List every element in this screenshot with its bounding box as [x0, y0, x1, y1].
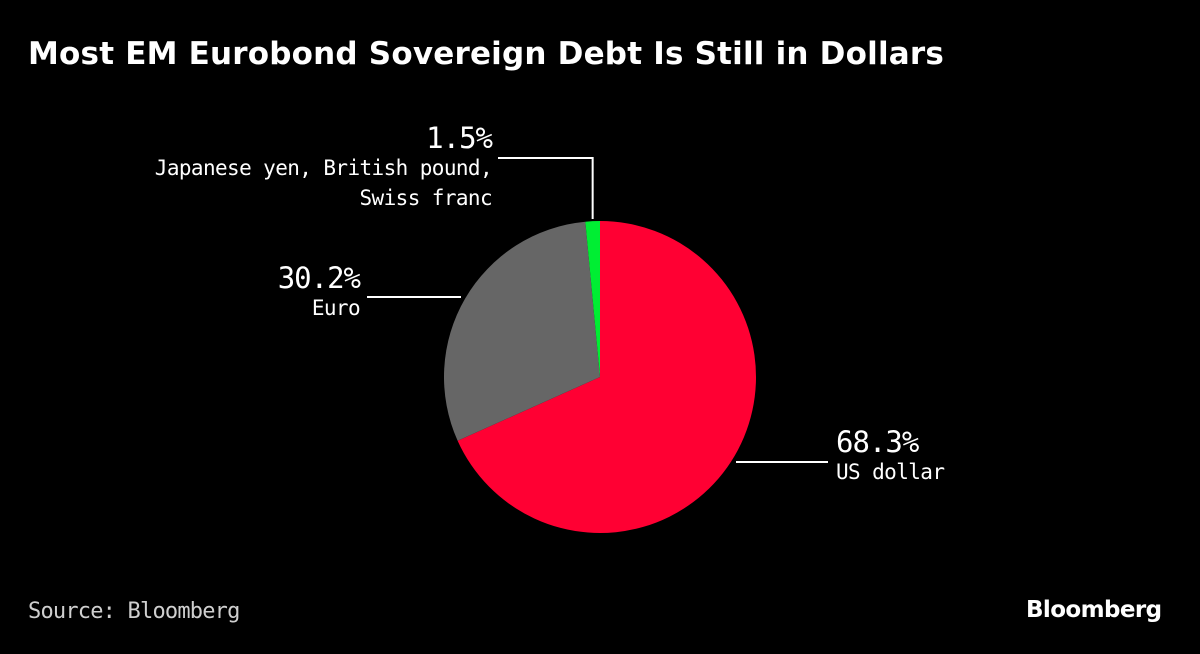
slice-value-label: 68.3%	[836, 425, 919, 459]
pie-slice-euro	[443, 221, 600, 441]
slice-value-label: 30.2%	[277, 261, 361, 295]
slice-category-label: Swiss franc	[359, 186, 493, 210]
slice-label-euro: 30.2% Euro	[240, 261, 361, 323]
slice-value-label: 1.5%	[426, 121, 493, 155]
slice-category-label: Japanese yen, British pound,	[154, 156, 493, 180]
chart-title: Most EM Eurobond Sovereign Debt Is Still…	[28, 36, 945, 72]
slice-category-label: US dollar	[836, 460, 945, 484]
slice-label-us-dollar: 68.3% US dollar	[836, 425, 945, 487]
slice-category-label: Euro	[311, 296, 361, 320]
slice-label-other-currencies: 1.5% Japanese yen, British pound, Swiss …	[130, 121, 493, 213]
bloomberg-logo: Bloomberg	[1026, 597, 1162, 623]
pie-slice-japanese-yen-british-pound-swiss-franc	[585, 221, 600, 377]
source-note: Source: Bloomberg	[28, 599, 240, 624]
leader-line-other-currencies	[498, 157, 594, 219]
pie-slice-us-dollar	[457, 221, 756, 534]
